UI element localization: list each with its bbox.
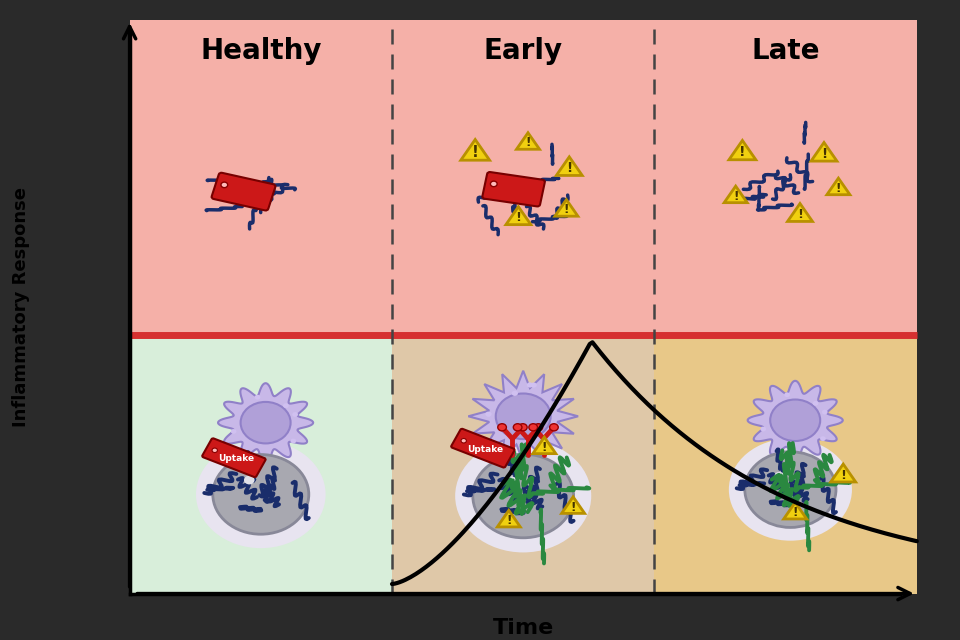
Bar (392, 335, 655, 593)
Circle shape (455, 440, 591, 552)
Text: Early: Early (484, 38, 563, 65)
Circle shape (473, 454, 574, 538)
Circle shape (291, 438, 297, 444)
FancyBboxPatch shape (482, 172, 545, 207)
Circle shape (283, 403, 289, 408)
Circle shape (486, 412, 492, 417)
Circle shape (512, 390, 518, 396)
Circle shape (534, 424, 542, 431)
Bar (130, 335, 392, 593)
Text: !: ! (516, 211, 521, 224)
Polygon shape (562, 497, 585, 513)
Polygon shape (533, 437, 556, 454)
Circle shape (498, 424, 507, 431)
Text: !: ! (564, 204, 569, 216)
Circle shape (495, 394, 551, 439)
FancyBboxPatch shape (451, 429, 515, 468)
Circle shape (254, 395, 260, 399)
Polygon shape (461, 140, 490, 160)
Polygon shape (827, 178, 850, 195)
Text: !: ! (506, 514, 512, 527)
Circle shape (784, 392, 790, 397)
Circle shape (529, 424, 538, 431)
Text: !: ! (732, 190, 738, 203)
Text: Healthy: Healthy (200, 38, 322, 65)
Circle shape (292, 412, 298, 417)
Text: Uptake: Uptake (219, 454, 254, 463)
Polygon shape (830, 464, 855, 482)
Text: !: ! (821, 147, 828, 161)
Polygon shape (555, 200, 578, 216)
Circle shape (729, 438, 852, 541)
Text: Late: Late (752, 38, 820, 65)
Polygon shape (516, 132, 540, 149)
Text: !: ! (541, 441, 547, 454)
Circle shape (549, 424, 559, 431)
Circle shape (523, 442, 530, 447)
Polygon shape (787, 204, 812, 221)
Circle shape (241, 402, 291, 444)
Text: !: ! (570, 500, 576, 513)
Polygon shape (729, 140, 756, 160)
Bar (655, 335, 917, 593)
Text: !: ! (566, 161, 572, 175)
FancyBboxPatch shape (203, 438, 266, 477)
Circle shape (461, 438, 467, 443)
Circle shape (760, 427, 766, 431)
Text: !: ! (797, 208, 803, 221)
Text: !: ! (792, 506, 798, 519)
Text: Uptake: Uptake (468, 445, 504, 454)
Text: !: ! (835, 182, 841, 195)
Circle shape (820, 436, 826, 441)
Text: Time: Time (492, 618, 554, 638)
Circle shape (221, 182, 228, 188)
Circle shape (531, 383, 537, 388)
Circle shape (230, 429, 236, 434)
Circle shape (745, 452, 836, 527)
Polygon shape (724, 186, 747, 203)
Circle shape (491, 181, 497, 187)
Text: !: ! (525, 136, 531, 150)
Circle shape (244, 476, 254, 484)
Text: !: ! (840, 468, 846, 482)
Circle shape (506, 476, 516, 486)
Circle shape (775, 472, 784, 480)
Circle shape (213, 454, 309, 534)
Circle shape (813, 401, 819, 406)
Text: !: ! (471, 145, 479, 160)
Circle shape (770, 399, 820, 441)
Circle shape (527, 382, 533, 388)
Polygon shape (748, 381, 843, 460)
Polygon shape (811, 143, 837, 161)
Circle shape (196, 440, 325, 548)
Bar (130, 20, 917, 335)
Polygon shape (497, 510, 520, 527)
Polygon shape (506, 207, 531, 225)
Circle shape (212, 448, 217, 452)
Polygon shape (468, 371, 578, 462)
Circle shape (822, 410, 828, 415)
Circle shape (518, 424, 527, 431)
Polygon shape (783, 502, 806, 519)
Polygon shape (557, 157, 583, 175)
Text: Inflammatory Response: Inflammatory Response (12, 187, 30, 427)
FancyBboxPatch shape (211, 173, 276, 211)
Circle shape (514, 424, 522, 431)
Polygon shape (218, 383, 313, 462)
Text: !: ! (739, 145, 746, 159)
